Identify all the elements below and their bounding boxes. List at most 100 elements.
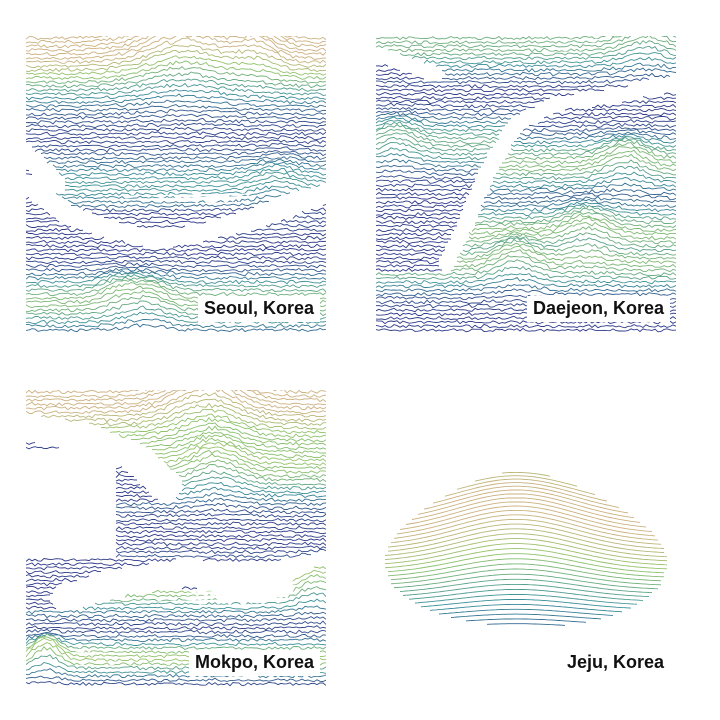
ridgeline-mokpo-row-45-seg-0 (26, 569, 102, 575)
panel-seoul: Seoul, Korea (26, 36, 326, 336)
ridgeline-mokpo-row-22-seg-1 (178, 464, 326, 483)
ridgeline-daejeon-row-7-seg-1 (435, 56, 676, 69)
ridgeline-seoul-row-64-seg-0 (26, 279, 326, 297)
ridgeline-seoul-row-29-seg-0 (40, 150, 326, 157)
ridgeline-daejeon-row-17-seg-0 (376, 102, 536, 109)
panel-label-mokpo: Mokpo, Korea (188, 650, 320, 676)
ridgeline-map-seoul (26, 36, 326, 333)
ridgeline-mokpo-row-39-seg-0 (115, 545, 326, 551)
ridgeline-seoul-row-21-seg-0 (26, 117, 326, 125)
ridgeline-mokpo-row-33-seg-0 (115, 521, 326, 526)
ridgeline-mokpo-row-51-seg-0 (26, 594, 50, 598)
ridgeline-mokpo-row-29-seg-0 (115, 502, 326, 511)
ridgeline-seoul-row-56-seg-0 (26, 259, 326, 265)
ridgeline-daejeon-row-10-seg-0 (376, 76, 425, 81)
ridgeline-daejeon-row-9-seg-1 (444, 67, 676, 77)
ridgeline-mokpo-row-30-seg-0 (115, 508, 326, 515)
ridgeline-seoul-row-48-seg-1 (250, 227, 326, 232)
ridgeline-seoul-row-53-seg-0 (26, 247, 326, 253)
ridgeline-daejeon-row-28-seg-0 (376, 137, 491, 153)
ridgeline-mokpo-row-54-seg-1 (82, 598, 326, 611)
ridgeline-seoul-row-18-seg-0 (26, 104, 326, 113)
ridgeline-mokpo-row-24-seg-1 (181, 476, 326, 491)
ridgeline-mokpo-row-55-seg-0 (26, 605, 326, 615)
ridgeline-daejeon-row-31-seg-0 (376, 152, 484, 165)
ridgeline-daejeon-row-61-seg-0 (376, 273, 676, 285)
ridgeline-daejeon-row-14-seg-1 (663, 92, 676, 96)
ridgeline-daejeon-row-19-seg-1 (552, 111, 676, 117)
ridgeline-mokpo-row-60-seg-0 (26, 628, 326, 635)
ridgeline-daejeon-row-52-seg-0 (376, 243, 446, 249)
panel-daejeon: Daejeon, Korea (376, 36, 676, 336)
ridgeline-mokpo-row-27-seg-0 (115, 498, 159, 503)
ridgeline-daejeon-row-58-seg-0 (376, 267, 443, 273)
ridgeline-seoul-row-45-seg-1 (103, 216, 222, 221)
ridgeline-seoul-row-19-seg-0 (26, 109, 326, 117)
ridgeline-daejeon-row-44-seg-0 (376, 211, 461, 217)
ridgeline-seoul-row-48-seg-0 (26, 227, 84, 233)
ridgeline-mokpo-row-59-seg-0 (26, 625, 326, 631)
ridgeline-daejeon-row-17-seg-1 (591, 104, 676, 109)
ridgeline-seoul-row-42-seg-1 (71, 200, 270, 209)
ridgeline-mokpo-row-23-seg-0 (115, 482, 141, 487)
ridgeline-daejeon-row-0-seg-0 (376, 36, 615, 41)
ridgeline-seoul-row-17-seg-0 (26, 99, 326, 109)
ridgeline-seoul-row-42-seg-0 (26, 204, 39, 208)
ridgeline-daejeon-row-43-seg-0 (376, 208, 464, 213)
ridgeline-seoul-row-45-seg-2 (292, 214, 326, 220)
ridgeline-daejeon-row-26-seg-0 (376, 128, 497, 145)
ridgeline-seoul-row-71-seg-0 (26, 311, 326, 325)
ridgeline-daejeon-row-33-seg-0 (376, 164, 479, 173)
ridgeline-daejeon-row-47-seg-0 (376, 223, 458, 229)
ridgeline-mokpo-row-50-seg-0 (26, 590, 53, 594)
ridgeline-seoul-row-12-seg-0 (26, 71, 326, 89)
ridgeline-daejeon-row-42-seg-0 (376, 204, 464, 209)
ridgeline-mokpo-row-27-seg-1 (175, 492, 326, 503)
ridgeline-mokpo-row-38-seg-0 (115, 541, 326, 547)
ridgeline-seoul-row-49-seg-0 (26, 231, 93, 236)
ridgeline-daejeon-row-34-seg-0 (376, 169, 479, 176)
ridgeline-mokpo-row-61-seg-0 (26, 631, 326, 639)
ridgeline-daejeon-row-63-seg-0 (376, 284, 676, 293)
ridgeline-mokpo-row-26-seg-0 (115, 493, 153, 498)
ridgeline-seoul-row-22-seg-0 (26, 122, 326, 129)
ridgeline-daejeon-row-55-seg-0 (376, 256, 440, 261)
ridgeline-seoul-row-44-seg-2 (301, 210, 326, 216)
ridgeline-daejeon-row-38-seg-0 (376, 187, 473, 192)
ridgeline-seoul-row-47-seg-0 (26, 224, 72, 228)
panel-mokpo: Mokpo, Korea (26, 390, 326, 690)
ridgeline-mokpo-row-31-seg-0 (115, 512, 326, 519)
ridgeline-seoul-row-49-seg-1 (235, 232, 326, 237)
ridgeline-mokpo-row-22-seg-0 (115, 478, 138, 482)
panel-label-jeju: Jeju, Korea (560, 650, 670, 676)
ridgeline-daejeon-row-39-seg-1 (486, 188, 676, 196)
ridgeline-daejeon-row-46-seg-0 (376, 220, 458, 225)
ridgeline-mokpo-row-64-seg-0 (26, 633, 326, 651)
ridgeline-seoul-row-51-seg-0 (26, 239, 126, 245)
ridgeline-daejeon-row-9-seg-0 (376, 72, 413, 77)
ridgeline-daejeon-row-26-seg-1 (513, 133, 676, 145)
ridgeline-map-mokpo (26, 390, 326, 687)
ridgeline-daejeon-row-15-seg-0 (376, 96, 551, 101)
ridgeline-mokpo-row-54-seg-0 (26, 605, 57, 610)
ridgeline-daejeon-row-45-seg-0 (376, 215, 461, 220)
ridgeline-daejeon-row-41-seg-1 (483, 195, 676, 205)
ridgeline-daejeon-row-51-seg-0 (376, 239, 449, 245)
ridgeline-seoul-row-58-seg-0 (26, 265, 326, 273)
ridgeline-jeju-row-55-seg-0 (429, 603, 623, 613)
ridgeline-daejeon-row-37-seg-0 (376, 183, 473, 189)
ridgeline-jeju-row-58-seg-0 (465, 618, 587, 623)
ridgeline-daejeon-row-22-seg-0 (376, 116, 506, 129)
ridgeline-mokpo-row-24-seg-0 (115, 485, 147, 490)
ridgeline-seoul-row-40-seg-0 (26, 196, 30, 200)
ridgeline-daejeon-row-10-seg-1 (441, 72, 671, 81)
ridgeline-daejeon-row-27-seg-0 (376, 132, 493, 149)
ridgeline-daejeon-row-36-seg-0 (376, 179, 476, 184)
ridgeline-mokpo-row-42-seg-1 (202, 557, 282, 562)
ridgeline-seoul-row-63-seg-0 (26, 276, 326, 293)
ridgeline-seoul-row-72-seg-0 (26, 318, 326, 329)
ridgeline-daejeon-row-39-seg-0 (376, 191, 470, 197)
ridgeline-jeju-row-26-seg-0 (501, 471, 551, 477)
ridgeline-seoul-row-50-seg-1 (217, 235, 326, 241)
ridgeline-daejeon-row-6-seg-1 (423, 52, 676, 65)
